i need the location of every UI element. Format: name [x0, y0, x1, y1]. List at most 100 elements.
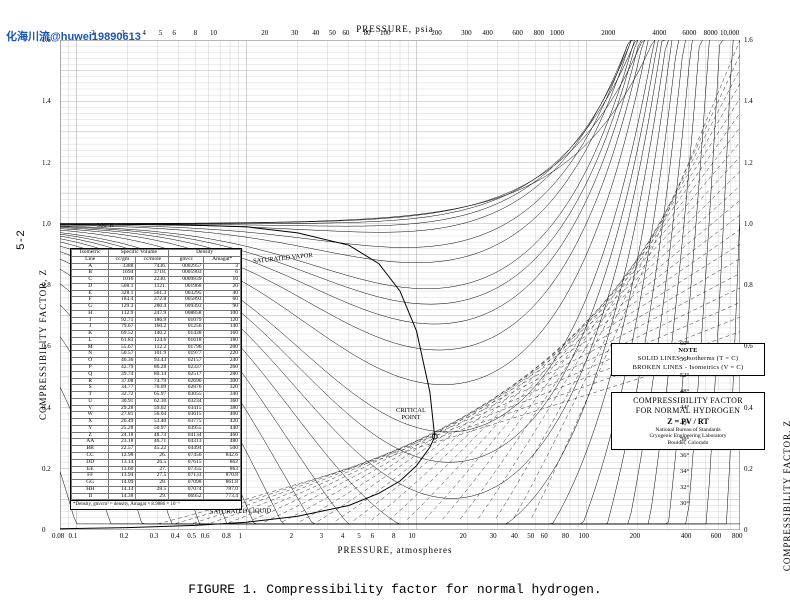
x-tick-bottom: 5 [357, 532, 361, 540]
x-tick-bottom: 10 [408, 532, 415, 540]
table-cell: 14.38 [109, 493, 136, 500]
y-tick: 0.2 [42, 465, 51, 473]
x-tick-top: 3 [121, 29, 125, 37]
table-cell: 26.5 [136, 459, 169, 466]
isotherm-label: 40° [680, 420, 689, 427]
x-tick-bottom: 600 [711, 532, 722, 540]
isotherm-label: 48° [680, 388, 689, 395]
label-300k: 300°K [97, 222, 114, 229]
x-tick-bottom: 0.1 [68, 532, 77, 540]
y-tick: 1.0 [744, 220, 753, 228]
x-tick-bottom: 80 [562, 532, 569, 540]
x-tick-top: 50 [329, 29, 336, 37]
x-tick-top: 100 [380, 29, 391, 37]
y-tick: 0.6 [744, 342, 753, 350]
x-tick-bottom: 60 [541, 532, 548, 540]
x-tick-bottom: 0.08 [52, 532, 64, 540]
y-tick: 0.8 [42, 281, 51, 289]
x-tick-top: 200 [431, 29, 442, 37]
table-row: CC12.9826.07456842.6 [72, 452, 241, 459]
x-tick-top: 6000 [682, 29, 696, 37]
x-tick-top: 80 [364, 29, 371, 37]
table-cell: 13.14 [109, 459, 136, 466]
x-tick-bottom: 8 [392, 532, 396, 540]
x-tick-top: 20 [261, 29, 268, 37]
figure-caption: FIGURE 1. Compressibility factor for nor… [0, 582, 790, 597]
y-tick: 0.8 [744, 281, 753, 289]
table-cell: 07615 [169, 459, 204, 466]
x-tick-top: 2 [91, 29, 95, 37]
x-tick-top: 600 [512, 29, 523, 37]
table-cell: 06952 [169, 493, 204, 500]
x-axis-bottom-label: PRESSURE, atmospheres [0, 545, 790, 555]
x-tick-bottom: 3 [320, 532, 324, 540]
x-tick-bottom: 0.4 [171, 532, 180, 540]
y-tick: 1.6 [744, 36, 753, 44]
x-tick-bottom: 400 [681, 532, 692, 540]
x-tick-bottom: 800 [732, 532, 743, 540]
table-cell: 862 [204, 459, 241, 466]
table-cell: DD [72, 459, 109, 466]
x-tick-bottom: 0.3 [150, 532, 159, 540]
y-tick: 1.0 [42, 220, 51, 228]
x-tick-bottom: 100 [578, 532, 589, 540]
y-tick: 0 [744, 526, 748, 534]
x-tick-bottom: 6 [371, 532, 375, 540]
y-tick: 0.4 [744, 404, 753, 412]
isotherm-label: 52° [680, 372, 689, 379]
y-tick: 0.6 [42, 342, 51, 350]
x-tick-top: 5 [159, 29, 163, 37]
x-tick-top: 8000 [704, 29, 718, 37]
label-sat-liquid: SATURATED LIQUID [210, 507, 271, 515]
x-tick-bottom: 0.6 [201, 532, 210, 540]
x-tick-bottom: 2 [290, 532, 294, 540]
x-tick-bottom: 40 [511, 532, 518, 540]
isotherm-label: 56° [680, 356, 689, 363]
x-tick-bottom: 30 [490, 532, 497, 540]
table-row: HH14.1428.507074787.0 [72, 486, 241, 493]
isotherm-label: 36° [680, 452, 689, 459]
x-tick-bottom: 4 [341, 532, 345, 540]
y-tick: 1.2 [744, 159, 753, 167]
x-tick-bottom: 1 [238, 532, 242, 540]
x-tick-top: 40 [312, 29, 319, 37]
page-root: 化海川流@huwei19890613 5-2 PRESSURE, psia CO… [0, 0, 790, 613]
x-tick-bottom: 20 [460, 532, 467, 540]
x-tick-top: 10 [210, 29, 217, 37]
page-number: 5-2 [16, 230, 28, 250]
note-title: NOTE [678, 347, 698, 354]
x-axis-top-label: PRESSURE, psia [0, 24, 790, 34]
x-tick-top: 4000 [652, 29, 666, 37]
y-tick: 1.2 [42, 159, 51, 167]
y-tick: 1.4 [42, 97, 51, 105]
isometric-table: Isometric Specific Volume Density Linecc… [70, 248, 242, 510]
label-critical-point: CRITICALPOINT [396, 408, 426, 421]
table-footnote: *Density, gm/cm³ = density, Amagat × 8.9… [71, 500, 241, 508]
table-row: BB22.5745.2204494500 [72, 446, 241, 453]
y-tick: 1.4 [744, 97, 753, 105]
table-cell: II [72, 493, 109, 500]
x-tick-top: 2000 [601, 29, 615, 37]
table-cell: 29. [136, 493, 169, 500]
table-row: II14.3829.06952773.4 [72, 493, 241, 500]
table-row: EE13.6027.07355863 [72, 466, 241, 473]
x-tick-bottom: 0.2 [120, 532, 129, 540]
x-tick-top: 6 [172, 29, 176, 37]
y-tick: 0.2 [744, 465, 753, 473]
x-tick-top: 8 [194, 29, 198, 37]
table-cell: 773.4 [204, 493, 241, 500]
x-tick-top: 60 [342, 29, 349, 37]
x-tick-top: 1000 [550, 29, 564, 37]
isotherm-label: 60° [680, 340, 689, 347]
table-row: FF13.9427.507133870.8 [72, 473, 241, 480]
table-row: GG14.0928.07098861.8 [72, 480, 241, 487]
isotherm-label: 44° [680, 404, 689, 411]
y-tick: 1.6 [42, 36, 51, 44]
isotherm-label: 38° [680, 436, 689, 443]
isotherm-label: 30° [680, 500, 689, 507]
x-tick-top: 400 [482, 29, 493, 37]
x-tick-top: 800 [534, 29, 545, 37]
isotherm-label: 34° [680, 468, 689, 475]
x-tick-top: 4 [142, 29, 146, 37]
x-tick-top: 10,000 [720, 29, 739, 37]
